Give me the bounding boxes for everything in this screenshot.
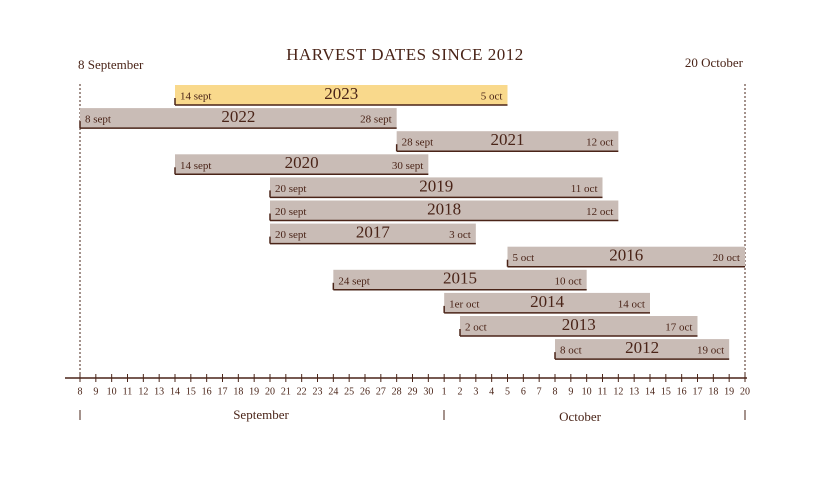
year-label: 2022 xyxy=(221,107,255,126)
start-label: 8 sept xyxy=(85,114,111,126)
range-bar xyxy=(507,246,745,267)
x-tick-label: 12 xyxy=(138,386,148,397)
year-label: 2013 xyxy=(562,315,596,334)
x-tick-label: 10 xyxy=(582,386,592,397)
year-label: 2016 xyxy=(609,246,643,265)
end-label: 20 oct xyxy=(713,252,740,264)
x-tick-label: 10 xyxy=(107,386,117,397)
x-tick-label: 18 xyxy=(233,386,243,397)
chart-title: HARVEST DATES SINCE 2012 xyxy=(286,45,523,64)
x-tick-label: 8 xyxy=(78,386,83,397)
x-tick-label: 5 xyxy=(505,386,510,397)
start-label: 20 sept xyxy=(275,183,306,195)
end-label: 19 oct xyxy=(697,345,724,357)
x-tick-label: 23 xyxy=(313,386,323,397)
x-tick-label: 17 xyxy=(218,386,228,397)
x-tick-label: 13 xyxy=(154,386,164,397)
end-label: 17 oct xyxy=(665,322,692,334)
start-caption: 8 September xyxy=(78,57,144,72)
x-tick-label: 29 xyxy=(408,386,418,397)
x-tick-label: 15 xyxy=(661,386,671,397)
x-tick-label: 30 xyxy=(423,386,433,397)
year-label: 2021 xyxy=(491,130,525,149)
year-label: 2015 xyxy=(443,269,477,288)
x-tick-label: 13 xyxy=(629,386,639,397)
start-label: 28 sept xyxy=(402,137,433,149)
x-tick-label: 11 xyxy=(598,386,608,397)
start-label: 1er oct xyxy=(449,298,479,310)
year-label: 2017 xyxy=(356,223,391,242)
x-tick-label: 4 xyxy=(489,386,494,397)
end-label: 5 oct xyxy=(481,91,503,103)
x-tick-label: 20 xyxy=(265,386,275,397)
range-bar xyxy=(270,223,476,244)
year-label: 2023 xyxy=(324,84,358,103)
x-tick-label: 14 xyxy=(170,386,180,397)
x-tick-label: 27 xyxy=(376,386,386,397)
x-tick-label: 16 xyxy=(202,386,212,397)
x-tick-label: 20 xyxy=(740,386,750,397)
range-bar xyxy=(80,108,397,129)
x-tick-label: 3 xyxy=(473,386,478,397)
range-bar xyxy=(175,154,429,175)
end-label: 28 sept xyxy=(360,114,391,126)
x-tick-label: 28 xyxy=(392,386,402,397)
start-label: 2 oct xyxy=(465,322,487,334)
x-tick-label: 25 xyxy=(344,386,354,397)
x-tick-label: 11 xyxy=(123,386,133,397)
end-label: 10 oct xyxy=(554,275,581,287)
start-label: 20 sept xyxy=(275,229,306,241)
x-tick-label: 1 xyxy=(442,386,447,397)
month-label: September xyxy=(233,407,289,422)
x-tick-label: 14 xyxy=(645,386,655,397)
x-tick-label: 9 xyxy=(93,386,98,397)
start-label: 20 sept xyxy=(275,206,306,218)
x-tick-label: 19 xyxy=(249,386,259,397)
x-tick-label: 24 xyxy=(328,386,338,397)
range-bar xyxy=(270,177,603,198)
year-label: 2012 xyxy=(625,338,659,357)
x-tick-label: 7 xyxy=(537,386,542,397)
x-tick-label: 12 xyxy=(613,386,623,397)
end-label: 30 sept xyxy=(392,160,423,172)
year-label: 2020 xyxy=(285,153,319,172)
year-label: 2014 xyxy=(530,292,565,311)
x-tick-label: 8 xyxy=(553,386,558,397)
x-tick-label: 16 xyxy=(677,386,687,397)
end-label: 11 oct xyxy=(571,183,598,195)
range-bar xyxy=(333,269,587,290)
range-bar xyxy=(444,292,650,313)
x-tick-label: 17 xyxy=(693,386,703,397)
x-tick-label: 15 xyxy=(186,386,196,397)
start-label: 24 sept xyxy=(338,275,369,287)
x-tick-label: 6 xyxy=(521,386,526,397)
year-label: 2018 xyxy=(427,199,461,218)
range-bar xyxy=(396,131,619,152)
x-tick-label: 22 xyxy=(297,386,307,397)
range-bar xyxy=(270,200,619,221)
year-label: 2019 xyxy=(419,176,453,195)
end-caption: 20 October xyxy=(685,55,744,70)
x-tick-label: 9 xyxy=(568,386,573,397)
x-tick-label: 26 xyxy=(360,386,370,397)
x-tick-label: 21 xyxy=(281,386,291,397)
start-label: 14 sept xyxy=(180,91,211,103)
x-tick-label: 19 xyxy=(724,386,734,397)
end-label: 3 oct xyxy=(449,229,471,241)
start-label: 5 oct xyxy=(513,252,535,264)
end-label: 14 oct xyxy=(618,298,645,310)
x-tick-label: 2 xyxy=(458,386,463,397)
end-label: 12 oct xyxy=(586,137,613,149)
end-label: 12 oct xyxy=(586,206,613,218)
range-bar xyxy=(555,339,730,360)
range-bar xyxy=(175,85,508,105)
start-label: 14 sept xyxy=(180,160,211,172)
month-label: October xyxy=(559,409,602,424)
x-tick-label: 18 xyxy=(708,386,718,397)
start-label: 8 oct xyxy=(560,345,582,357)
range-bar xyxy=(460,316,698,336)
